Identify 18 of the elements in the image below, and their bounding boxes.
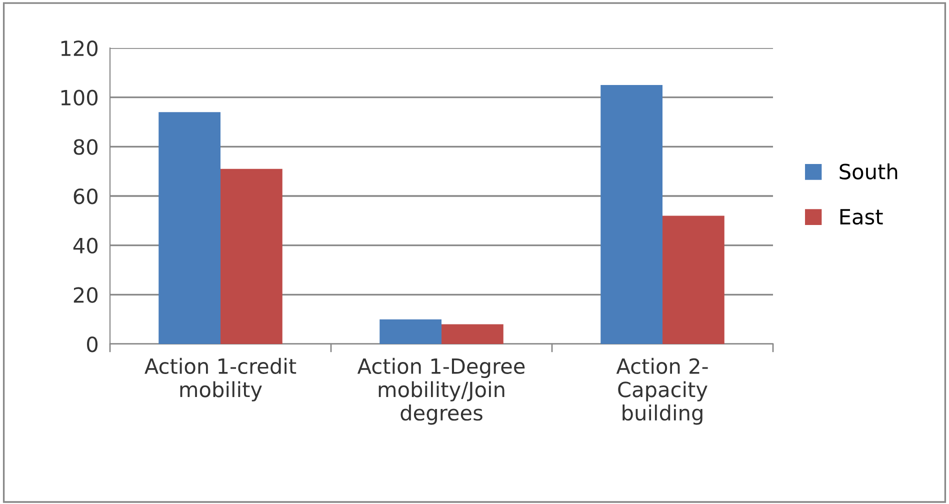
bar (220, 168, 282, 344)
bar (600, 85, 662, 344)
bar (662, 216, 724, 344)
bar (158, 112, 220, 344)
x-tick-label: Action 2- Capacity building (616, 358, 708, 425)
x-tick-label: Action 1-credit mobility (144, 358, 296, 402)
bar (380, 319, 442, 344)
y-tick-label: 80 (74, 139, 98, 155)
y-tick-label: 0 (87, 336, 98, 352)
bar (442, 324, 504, 344)
y-tick-label: 60 (74, 188, 98, 204)
y-tick-label: 100 (61, 90, 98, 106)
legend-label: South (840, 163, 898, 180)
y-tick-label: 120 (61, 40, 98, 56)
y-tick-label: 40 (73, 238, 98, 254)
legend-label: East (840, 209, 883, 225)
y-tick-label: 20 (74, 287, 98, 303)
x-tick-label: Action 1-Degree mobility/Join degrees (357, 358, 525, 425)
